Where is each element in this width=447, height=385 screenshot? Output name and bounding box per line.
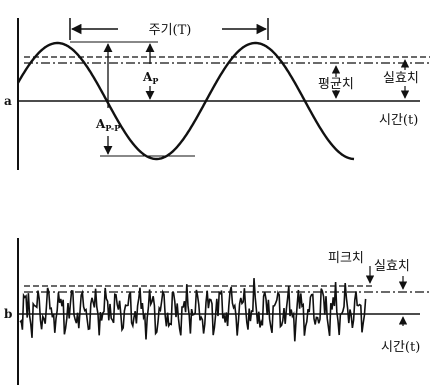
bottom-rms-label: 실효치 (374, 259, 410, 274)
top-panel: 주기(T) AP AP-P 평균치 실효치 a 시간(t) (4, 18, 430, 170)
peak-label: AP (142, 70, 158, 86)
p2p-label: AP-P (95, 117, 120, 133)
period-label: 주기(T) (149, 23, 192, 38)
bottom-time-label: 시간(t) (381, 340, 420, 355)
top-panel-label: a (4, 94, 12, 108)
top-time-label: 시간(t) (379, 113, 418, 128)
bottom-peak-label: 피크치 (328, 251, 364, 266)
top-average-label: 평균치 (318, 77, 354, 92)
bottom-panel: 피크치 실효치 b 시간(t) (4, 238, 430, 385)
bottom-noise-wave (19, 278, 367, 342)
bottom-panel-label: b (4, 307, 12, 321)
top-rms-label: 실효치 (383, 71, 419, 86)
top-sine-wave (16, 41, 355, 161)
